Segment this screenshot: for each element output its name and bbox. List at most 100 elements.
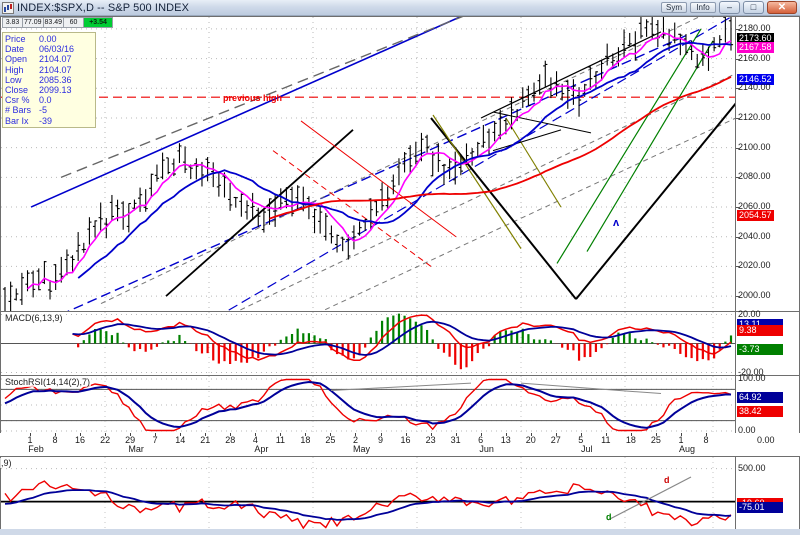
date-tick-label: 28 — [225, 435, 236, 445]
quote-value-close: 2099.13 — [39, 85, 72, 96]
date-tick-label: 18 — [300, 435, 311, 445]
date-tick — [555, 433, 557, 436]
quote-value-price: 0.00 — [39, 34, 57, 44]
oscillator-indicator-label[interactable]: ,9) — [0, 458, 13, 468]
stochrsi-indicator-label[interactable]: StochRSI(14,14(2),7) — [4, 377, 92, 387]
date-tick-label: 16 — [400, 435, 411, 445]
macd-chart-svg — [1, 312, 735, 375]
date-tick — [480, 433, 482, 436]
date-tick — [30, 433, 31, 436]
oscillator-axis[interactable]: 500.00-19.60-75.01-500.00 — [735, 457, 799, 535]
oscillator-axis-grid-label: 500.00 — [738, 462, 766, 473]
date-month-label: Feb — [28, 444, 44, 454]
minimize-icon: – — [726, 2, 732, 12]
price-axis-marker-label[interactable]: 2167.58 — [737, 42, 774, 54]
axis-tick — [736, 58, 740, 60]
date-tick — [280, 433, 282, 436]
minimize-button[interactable]: – — [719, 1, 740, 14]
price-axis-grid-label: 2100.00 — [738, 141, 771, 152]
axis-tick — [736, 236, 740, 238]
date-tick-label: 11 — [275, 435, 286, 445]
stochrsi-panel[interactable]: StochRSI(14,14(2),7) 100.00 64.92 38.42 0.0… — [0, 374, 800, 435]
price-axis-marker-label[interactable]: 2054.57 — [737, 210, 774, 222]
macd-axis-grid-label: 20.00 — [738, 308, 761, 319]
quote-row-low: Low 2085.36 — [5, 75, 95, 85]
date-axis-end-value: 0.00 — [757, 435, 775, 445]
date-tick — [580, 433, 582, 436]
date-tick-label: 21 — [200, 435, 211, 445]
quote-row-date: Date 06/03/16 — [5, 44, 95, 54]
price-axis[interactable]: 2180.00 2173.60 2167.58 2160.00 2146.52 2140.… — [735, 17, 799, 311]
date-tick-label: 25 — [325, 435, 336, 445]
price-axis-grid-label: 2000.00 — [738, 290, 771, 301]
close-button[interactable]: ✕ — [767, 1, 797, 14]
maximize-button[interactable]: □ — [743, 1, 764, 14]
price-plot-area[interactable] — [1, 17, 735, 311]
price-axis-grid-label: 2180.00 — [738, 22, 771, 33]
date-tick — [380, 433, 382, 436]
value-cell-2[interactable]: 77.09 — [22, 17, 43, 28]
date-tick — [505, 433, 507, 436]
price-panel[interactable]: 2180.00 2173.60 2167.58 2160.00 2146.52 2140.… — [0, 16, 800, 312]
stochrsi-plot-area[interactable] — [1, 376, 735, 433]
price-axis-marker-label[interactable]: 2146.52 — [737, 73, 774, 85]
stochrsi-axis-marker-label[interactable]: 64.92 — [737, 392, 783, 404]
axis-tick — [736, 266, 740, 268]
macd-axis[interactable]: 20.0013.119.38-3.73-20.00 — [735, 308, 799, 376]
date-tick-label: 8 — [703, 435, 709, 445]
symbol-button[interactable]: Sym — [661, 2, 687, 13]
oscillator-panel[interactable]: ,9) d d 500.00-19.60-75.01-500.00 — [0, 456, 800, 535]
value-cell-3[interactable]: 83.49 — [42, 17, 64, 28]
value-cell-1[interactable]: 3.83 — [2, 17, 22, 28]
value-strip[interactable]: 3.83 77.09 83.49 60 +3.54 — [2, 17, 114, 28]
value-cell-change[interactable]: +3.54 — [83, 17, 114, 28]
annotation-divergence-lower: d — [606, 512, 612, 522]
macd-panel[interactable]: MACD(6,13,9) 20.0013.119.38-3.73-20.00 — [0, 308, 800, 376]
oscillator-plot-area[interactable] — [1, 457, 735, 529]
quote-row-csr: Csr % 0.0 — [5, 95, 95, 105]
price-axis-grid-label: 2160.00 — [738, 52, 771, 63]
macd-axis-marker-label[interactable]: 9.38 — [737, 324, 783, 336]
date-tick — [105, 433, 107, 436]
macd-indicator-label[interactable]: MACD(6,13,9) — [4, 313, 64, 323]
date-tick — [355, 433, 357, 436]
quote-row-bars: # Bars -5 — [5, 105, 95, 115]
info-button[interactable]: Info — [690, 2, 716, 13]
value-cell-4[interactable]: 60 — [63, 17, 84, 28]
axis-tick — [736, 147, 740, 149]
stochrsi-axis-marker-label[interactable]: 38.42 — [737, 406, 783, 418]
date-tick-label: 25 — [650, 435, 661, 445]
quote-readout-panel: Price 0.00 Date 06/03/16 Open 2104.07 High 2… — [2, 32, 96, 128]
title-bar: INDEX:$SPX,D -- S&P 500 INDEX Sym Info –… — [0, 0, 800, 16]
macd-plot-area[interactable] — [1, 312, 735, 375]
date-tick-label: 14 — [175, 435, 186, 445]
price-axis-marker-label[interactable]: 2173.60 — [737, 33, 774, 45]
date-tick — [530, 433, 532, 436]
stochrsi-chart-svg — [1, 376, 735, 433]
annotation-caret-up: ʌ — [613, 217, 620, 229]
price-axis-grid-label: 2020.00 — [738, 260, 771, 271]
date-tick — [680, 433, 682, 436]
oscillator-axis-marker-label[interactable]: -75.01 — [737, 501, 783, 513]
macd-axis-marker-label[interactable]: -3.73 — [737, 343, 783, 355]
axis-tick — [736, 207, 740, 209]
date-tick-label: 8 — [52, 435, 58, 445]
quote-value-date: 06/03/16 — [39, 44, 75, 55]
date-tick — [655, 433, 657, 436]
annotation-previous-high: previous high — [223, 93, 283, 103]
quote-value-high: 2104.07 — [39, 64, 72, 75]
quote-row-open: Open 2104.07 — [5, 54, 95, 64]
quote-value-bars: -5 — [39, 105, 48, 116]
date-tick — [155, 433, 157, 436]
quote-label-close: Close — [5, 85, 29, 96]
date-tick-label: 31 — [450, 435, 461, 445]
date-tick — [255, 433, 257, 436]
date-tick — [430, 433, 432, 436]
quote-label-bars: # Bars — [5, 105, 32, 116]
quote-value-barix: -39 — [39, 115, 53, 126]
date-tick-label: 29 — [125, 435, 136, 445]
date-axis-upper[interactable]: 1 Feb 8 16 22 29 Mar 7 14 21 28 4 Apr 11 18 25 2 May 9 16 23… — [0, 433, 800, 455]
date-tick — [230, 433, 232, 436]
quote-label-csr: Csr % — [5, 95, 30, 106]
stochrsi-axis[interactable]: 100.00 64.92 38.42 0.00 — [735, 374, 799, 435]
